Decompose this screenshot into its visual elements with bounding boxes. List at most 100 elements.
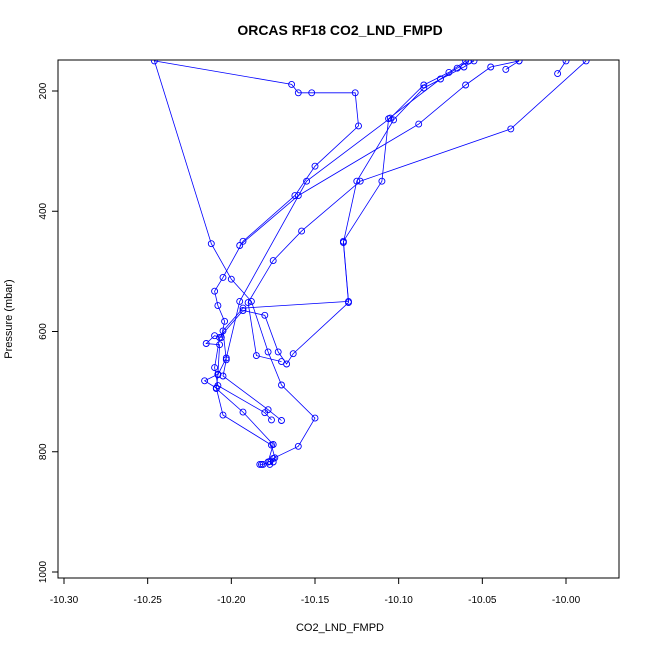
data-point xyxy=(351,89,359,97)
data-point xyxy=(453,64,461,72)
data-point xyxy=(311,414,319,422)
data-point xyxy=(355,122,362,130)
data-point xyxy=(487,63,495,71)
y-tick-label: 1000 xyxy=(38,560,49,583)
x-tick-label: -10.20 xyxy=(217,595,246,606)
data-point xyxy=(207,240,215,248)
data-point xyxy=(236,242,244,249)
y-tick-label: 200 xyxy=(38,82,49,99)
data-point xyxy=(216,341,224,349)
data-point xyxy=(289,350,297,358)
data-point xyxy=(268,416,275,424)
data-point xyxy=(385,115,393,123)
y-axis-label: Pressure (mbar) xyxy=(3,279,15,358)
series-line xyxy=(247,60,587,362)
data-point xyxy=(420,84,428,92)
data-point xyxy=(239,307,247,314)
y-axis: 200 400 600 800 1000 xyxy=(38,82,58,583)
y-tick-label: 400 xyxy=(38,202,49,219)
data-point xyxy=(294,192,302,200)
data-point xyxy=(378,177,386,185)
data-point xyxy=(214,371,222,379)
data-point xyxy=(462,81,470,89)
series-layer xyxy=(150,60,590,468)
data-point xyxy=(239,237,247,245)
chart-title: ORCAS RF18 CO2_LND_FMPD xyxy=(237,22,442,38)
x-tick-label: -10.10 xyxy=(384,595,413,606)
x-tick-label: -10.05 xyxy=(468,595,497,606)
series-6 xyxy=(244,60,590,366)
data-point xyxy=(294,89,302,97)
data-point xyxy=(261,409,269,417)
x-tick-label: -10.25 xyxy=(133,595,162,606)
data-point xyxy=(288,80,296,88)
data-point xyxy=(562,60,570,65)
data-point xyxy=(219,372,227,380)
data-point xyxy=(219,273,227,281)
data-point xyxy=(515,60,523,65)
data-point xyxy=(294,442,302,450)
data-point xyxy=(345,299,352,307)
data-point xyxy=(264,458,272,466)
data-point xyxy=(211,364,219,372)
data-point xyxy=(303,177,311,185)
data-point xyxy=(274,348,282,356)
data-point xyxy=(470,60,478,65)
data-point xyxy=(211,287,219,295)
data-point xyxy=(445,68,453,76)
y-tick-label: 800 xyxy=(38,443,49,460)
data-point xyxy=(437,75,444,83)
y-tick-label: 600 xyxy=(38,323,49,340)
data-point xyxy=(356,177,364,185)
data-point xyxy=(415,120,423,128)
series-line xyxy=(153,60,359,465)
series-7 xyxy=(502,60,523,73)
data-point xyxy=(308,89,316,97)
series-5 xyxy=(236,60,523,249)
series-2 xyxy=(212,60,470,466)
data-point xyxy=(271,454,279,462)
data-point xyxy=(227,275,235,283)
series-4 xyxy=(211,60,478,424)
x-axis: -10.30 -10.25 -10.20 -10.15 -10.10 -10.05 -10.… xyxy=(50,578,581,606)
data-point xyxy=(311,162,319,170)
data-point xyxy=(582,60,590,65)
series-line xyxy=(557,60,567,74)
x-axis-label: CO2_LND_FMPD xyxy=(296,622,384,634)
data-point xyxy=(261,311,269,319)
data-point xyxy=(554,70,562,78)
data-point xyxy=(219,411,227,419)
data-point xyxy=(239,408,247,416)
x-tick-label: -10.15 xyxy=(301,595,330,606)
x-tick-label: -10.00 xyxy=(552,595,581,606)
series-8 xyxy=(554,60,570,78)
data-point xyxy=(269,458,277,466)
data-point xyxy=(502,65,510,73)
data-point xyxy=(460,63,468,71)
data-point xyxy=(278,381,285,389)
data-point xyxy=(269,441,277,448)
series-line xyxy=(239,60,520,246)
data-point xyxy=(339,239,347,246)
data-point xyxy=(390,116,398,124)
data-point xyxy=(298,227,306,235)
plot-frame xyxy=(57,59,620,579)
data-point xyxy=(221,317,229,325)
data-point xyxy=(278,417,285,424)
series-line xyxy=(215,60,466,463)
data-point xyxy=(202,340,210,347)
series-line xyxy=(214,60,475,421)
data-point xyxy=(236,297,244,305)
x-tick-label: -10.30 xyxy=(50,595,79,606)
data-point xyxy=(214,382,222,390)
data-point xyxy=(150,60,158,65)
data-point xyxy=(214,302,222,310)
data-point xyxy=(278,358,285,366)
data-point xyxy=(201,377,209,385)
data-point xyxy=(211,332,219,340)
data-point xyxy=(244,299,252,307)
data-point xyxy=(252,352,260,360)
data-point xyxy=(507,125,515,133)
data-point xyxy=(264,348,272,356)
